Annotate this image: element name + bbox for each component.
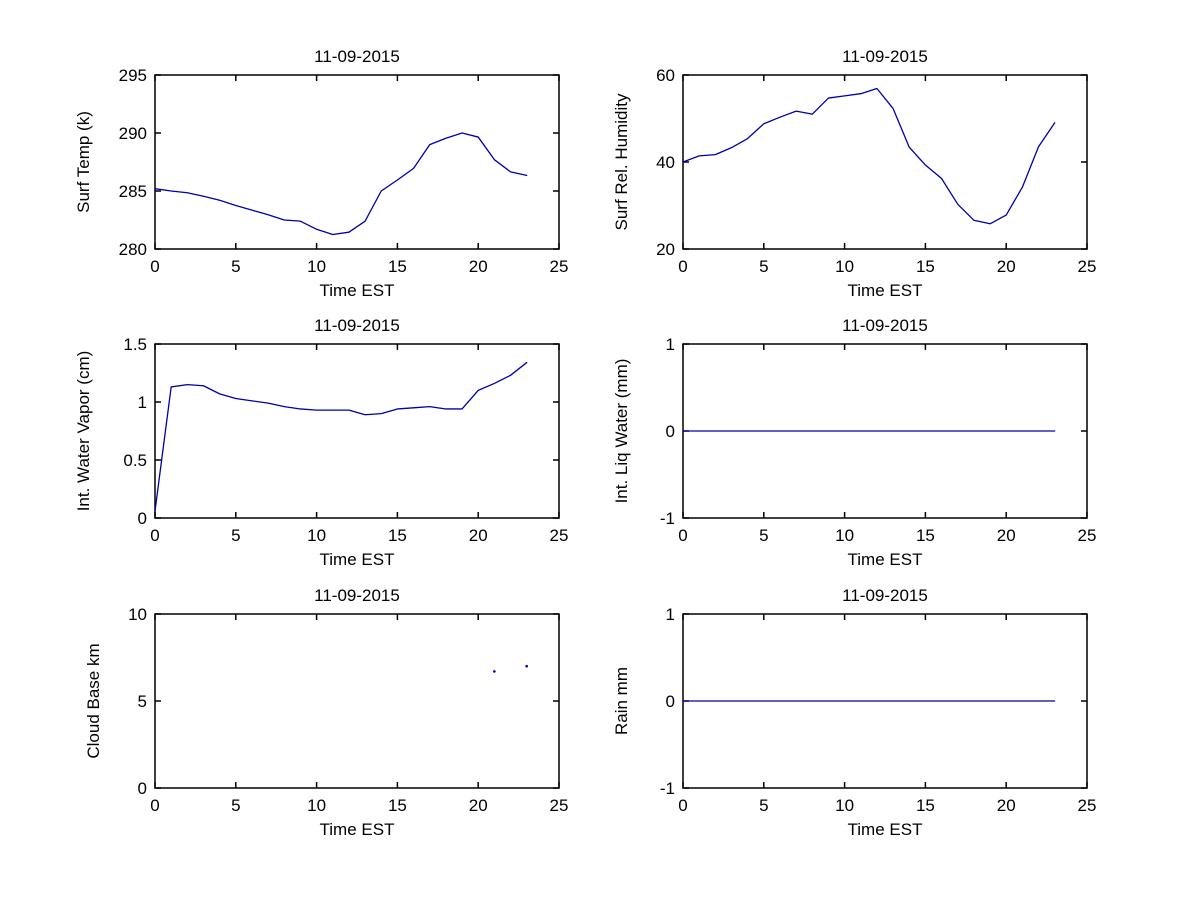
subplot-surf-temp: 0 5 10 15 20 25 280 285 290 295 11-09-2015 Time EST… bbox=[74, 47, 568, 300]
y-tick-label: 1.5 bbox=[123, 335, 147, 354]
y-tick-label: 1 bbox=[666, 335, 675, 354]
y-tick-label: 0 bbox=[138, 509, 147, 528]
x-axis-label: Time EST bbox=[848, 281, 923, 300]
data-line bbox=[154, 361, 528, 512]
x-tick-label: 10 bbox=[835, 526, 854, 545]
x-tick-label: 15 bbox=[388, 796, 407, 815]
subplot-title: 11-09-2015 bbox=[314, 316, 400, 335]
y-tick-label: 290 bbox=[119, 124, 147, 143]
x-tick-label: 5 bbox=[231, 796, 240, 815]
axes-box bbox=[154, 613, 560, 789]
axes-box bbox=[682, 74, 1088, 250]
subplot-title: 11-09-2015 bbox=[842, 47, 928, 66]
x-tick-label: 0 bbox=[150, 257, 159, 276]
y-tick-label: 0 bbox=[666, 692, 675, 711]
x-tick-label: 0 bbox=[150, 526, 159, 545]
subplot-surf-rel-humidity: 0 5 10 15 20 25 20 40 60 11-09-2015 Time EST Surf R… bbox=[612, 47, 1096, 300]
x-tick-label: 5 bbox=[759, 257, 768, 276]
data-point bbox=[493, 670, 496, 673]
y-tick-label: 295 bbox=[119, 66, 147, 85]
x-tick-label: 25 bbox=[550, 796, 569, 815]
x-axis-label: Time EST bbox=[320, 281, 395, 300]
x-tick-label: 0 bbox=[678, 796, 687, 815]
x-tick-label: 15 bbox=[916, 796, 935, 815]
x-tick-label: 10 bbox=[307, 257, 326, 276]
y-tick-label: 60 bbox=[656, 66, 675, 85]
y-tick-label: 280 bbox=[119, 240, 147, 259]
x-tick-label: 20 bbox=[469, 526, 488, 545]
axes-box bbox=[154, 74, 560, 250]
x-tick-label: 20 bbox=[997, 796, 1016, 815]
x-tick-label: 5 bbox=[231, 526, 240, 545]
x-tick-label: 15 bbox=[916, 526, 935, 545]
y-tick-label: 0 bbox=[138, 779, 147, 798]
y-axis-label: Surf Rel. Humidity bbox=[612, 93, 631, 230]
y-axis-label: Surf Temp (k) bbox=[74, 111, 93, 213]
x-tick-label: 20 bbox=[469, 796, 488, 815]
x-tick-label: 20 bbox=[997, 257, 1016, 276]
y-tick-label: -1 bbox=[660, 509, 675, 528]
y-tick-label: 0 bbox=[666, 422, 675, 441]
y-tick-label: 40 bbox=[656, 153, 675, 172]
x-tick-label: 0 bbox=[678, 526, 687, 545]
x-axis-label: Time EST bbox=[848, 820, 923, 839]
x-tick-label: 10 bbox=[835, 257, 854, 276]
x-tick-label: 15 bbox=[916, 257, 935, 276]
y-tick-label: 5 bbox=[138, 692, 147, 711]
subplot-title: 11-09-2015 bbox=[314, 47, 400, 66]
x-tick-label: 5 bbox=[759, 796, 768, 815]
data-point bbox=[525, 664, 528, 668]
y-axis-label: Rain mm bbox=[612, 667, 631, 735]
y-axis-label: Int. Water Vapor (cm) bbox=[74, 351, 93, 512]
y-tick-label: 1 bbox=[138, 393, 147, 412]
y-tick-label: 0.5 bbox=[123, 451, 147, 470]
x-tick-label: 25 bbox=[550, 257, 569, 276]
x-tick-label: 25 bbox=[1078, 526, 1097, 545]
axes-box bbox=[154, 343, 560, 519]
subplot-title: 11-09-2015 bbox=[842, 316, 928, 335]
subplot-title: 11-09-2015 bbox=[314, 586, 400, 605]
y-tick-label: 20 bbox=[656, 240, 675, 259]
x-tick-label: 10 bbox=[835, 796, 854, 815]
y-axis-label: Int. Liq Water (mm) bbox=[612, 359, 631, 504]
x-tick-label: 25 bbox=[1078, 257, 1097, 276]
y-tick-label: 1 bbox=[666, 605, 675, 624]
y-tick-label: 10 bbox=[128, 605, 147, 624]
x-tick-label: 10 bbox=[307, 526, 326, 545]
x-tick-label: 15 bbox=[388, 526, 407, 545]
x-tick-label: 25 bbox=[550, 526, 569, 545]
subplot-int-water-vapor: 0 5 10 15 20 25 0 0.5 1 1.5 11-09-2015 Time EST Int.… bbox=[74, 316, 568, 569]
x-tick-label: 15 bbox=[388, 257, 407, 276]
y-tick-label: -1 bbox=[660, 779, 675, 798]
y-tick-label: 285 bbox=[119, 182, 147, 201]
x-tick-label: 10 bbox=[307, 796, 326, 815]
data-line bbox=[154, 132, 528, 236]
x-tick-label: 20 bbox=[469, 257, 488, 276]
x-axis-label: Time EST bbox=[848, 550, 923, 569]
y-axis-label: Cloud Base km bbox=[84, 643, 103, 758]
subplot-cloud-base: 0 5 10 15 20 25 0 5 10 11-09-2015 Time EST Cloud Ba… bbox=[84, 586, 568, 839]
x-axis-label: Time EST bbox=[320, 820, 395, 839]
x-tick-label: 0 bbox=[150, 796, 159, 815]
x-tick-label: 20 bbox=[997, 526, 1016, 545]
x-axis-label: Time EST bbox=[320, 550, 395, 569]
x-tick-label: 5 bbox=[231, 257, 240, 276]
data-line bbox=[682, 87, 1056, 225]
subplot-title: 11-09-2015 bbox=[842, 586, 928, 605]
x-tick-label: 25 bbox=[1078, 796, 1097, 815]
x-tick-label: 0 bbox=[678, 257, 687, 276]
x-tick-label: 5 bbox=[759, 526, 768, 545]
